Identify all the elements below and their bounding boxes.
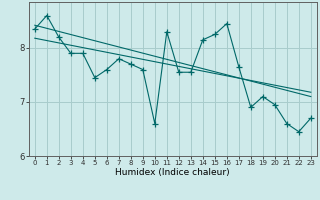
X-axis label: Humidex (Indice chaleur): Humidex (Indice chaleur) bbox=[116, 168, 230, 177]
